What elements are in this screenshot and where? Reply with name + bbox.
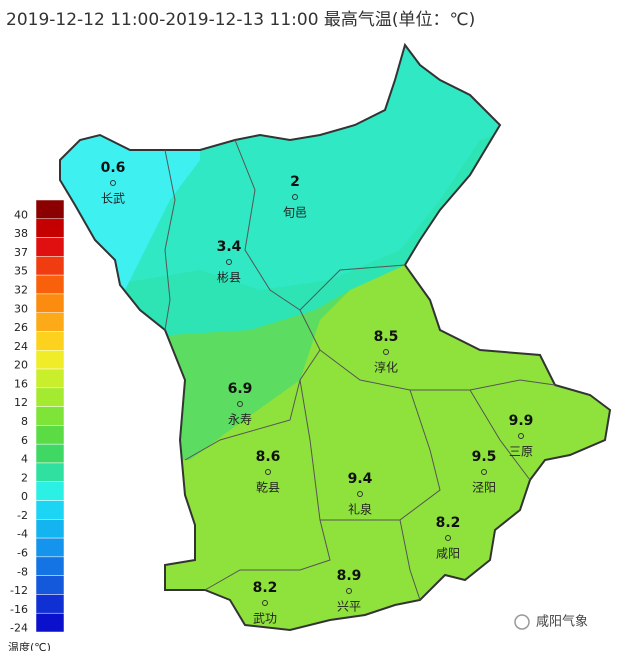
station-value: 3.4 [217, 239, 242, 255]
legend-swatch [35, 594, 65, 614]
station-dot [346, 588, 352, 594]
station-dot [383, 349, 389, 355]
station-value: 8.2 [253, 580, 278, 596]
station-name: 咸阳 [436, 547, 460, 561]
map-outline [59, 42, 612, 632]
legend-swatch [35, 331, 65, 351]
station-dot [237, 401, 243, 407]
legend-tick-label: 4 [21, 453, 28, 466]
legend-tick-label: 30 [14, 302, 28, 315]
legend-swatch [35, 575, 65, 595]
station-value: 9.4 [348, 471, 373, 487]
legend-swatch [35, 462, 65, 482]
station-name: 礼泉 [348, 502, 372, 517]
station-value: 8.9 [337, 568, 362, 584]
map-title: 2019-12-12 11:00-2019-12-13 11:00 最高气温(单… [6, 10, 475, 30]
station-dot [518, 433, 524, 439]
legend-tick-label: -12 [10, 584, 28, 597]
legend-tick-label: -8 [17, 565, 28, 578]
legend-tick-label: 16 [14, 377, 28, 390]
legend-swatch [35, 199, 65, 220]
station-name: 彬县 [217, 271, 241, 285]
watermark-text: 咸阳气象 [536, 614, 588, 630]
station-dot [445, 535, 451, 541]
legend-swatch [35, 218, 65, 238]
station-dot [481, 469, 487, 475]
station-value: 9.5 [472, 449, 497, 465]
county-borders [164, 139, 556, 601]
station-name: 淳化 [374, 360, 398, 375]
legend-tick-label: -16 [10, 603, 28, 616]
station-dot [226, 259, 232, 265]
legend-tick-label: 38 [14, 227, 28, 240]
legend-tick-label: 37 [14, 246, 28, 259]
legend-tick-label: -2 [17, 509, 28, 522]
legend-swatch [35, 274, 65, 295]
station-name: 长武 [101, 192, 125, 206]
legend: 403837353230262420161286420-2-4-6-8-12-1… [8, 199, 65, 654]
legend-swatch [35, 312, 65, 332]
legend-label: 温度(℃) [8, 640, 51, 651]
legend-swatch [35, 387, 65, 407]
legend-tick-label: 35 [14, 265, 28, 278]
legend-tick-label: 32 [14, 284, 28, 297]
station-dot [357, 491, 363, 497]
legend-tick-label: -6 [17, 546, 28, 559]
legend-tick-label: 12 [14, 396, 28, 409]
station-name: 三原 [509, 445, 533, 459]
legend-swatch [35, 556, 65, 576]
station-value: 2 [290, 174, 300, 190]
station-dot [292, 194, 298, 200]
legend-tick-label: -4 [17, 528, 28, 541]
legend-tick-label: 24 [14, 340, 28, 353]
legend-swatch [35, 256, 65, 276]
legend-swatch [35, 237, 65, 257]
stations: 0.6 长武 2 旬邑 3.4 彬县 8.5 淳化 6.9 永寿 8.6 乾县 9.4 礼泉 9.5 泾阳 9.… [101, 160, 534, 626]
station-value: 9.9 [509, 413, 534, 429]
station-name: 泾阳 [472, 481, 496, 495]
legend-swatch [35, 293, 65, 313]
station-value: 8.5 [374, 329, 399, 345]
legend-tick-label: 2 [21, 471, 28, 484]
legend-swatch [35, 368, 65, 389]
station-dot [110, 180, 116, 186]
station-value: 8.6 [256, 449, 281, 465]
legend-swatch [35, 500, 65, 520]
station-name: 旬邑 [283, 206, 307, 220]
legend-swatch [35, 612, 65, 633]
legend-swatch [35, 519, 65, 539]
legend-swatch [35, 425, 65, 445]
legend-swatch [35, 350, 65, 370]
legend-tick-label: 20 [14, 359, 28, 372]
station-name: 乾县 [256, 481, 280, 495]
legend-swatch [35, 481, 65, 501]
station-value: 8.2 [436, 515, 461, 531]
legend-swatch [35, 537, 65, 558]
station-name: 兴平 [337, 600, 361, 614]
legend-tick-label: 40 [14, 208, 28, 221]
station-value: 0.6 [101, 160, 126, 176]
legend-tick-label: 8 [21, 415, 28, 428]
station-dot [262, 600, 268, 606]
legend-tick-label: 6 [21, 434, 28, 447]
legend-tick-label: -24 [10, 622, 28, 635]
watermark: 咸阳气象 [514, 614, 588, 630]
legend-tick-label: 26 [14, 321, 28, 334]
station-name: 武功 [253, 612, 277, 626]
legend-swatch [35, 443, 65, 464]
station-name: 永寿 [228, 413, 252, 427]
legend-tick-label: 0 [21, 490, 28, 503]
station-dot [265, 469, 271, 475]
legend-swatch [35, 406, 65, 426]
station-value: 6.9 [228, 381, 253, 397]
